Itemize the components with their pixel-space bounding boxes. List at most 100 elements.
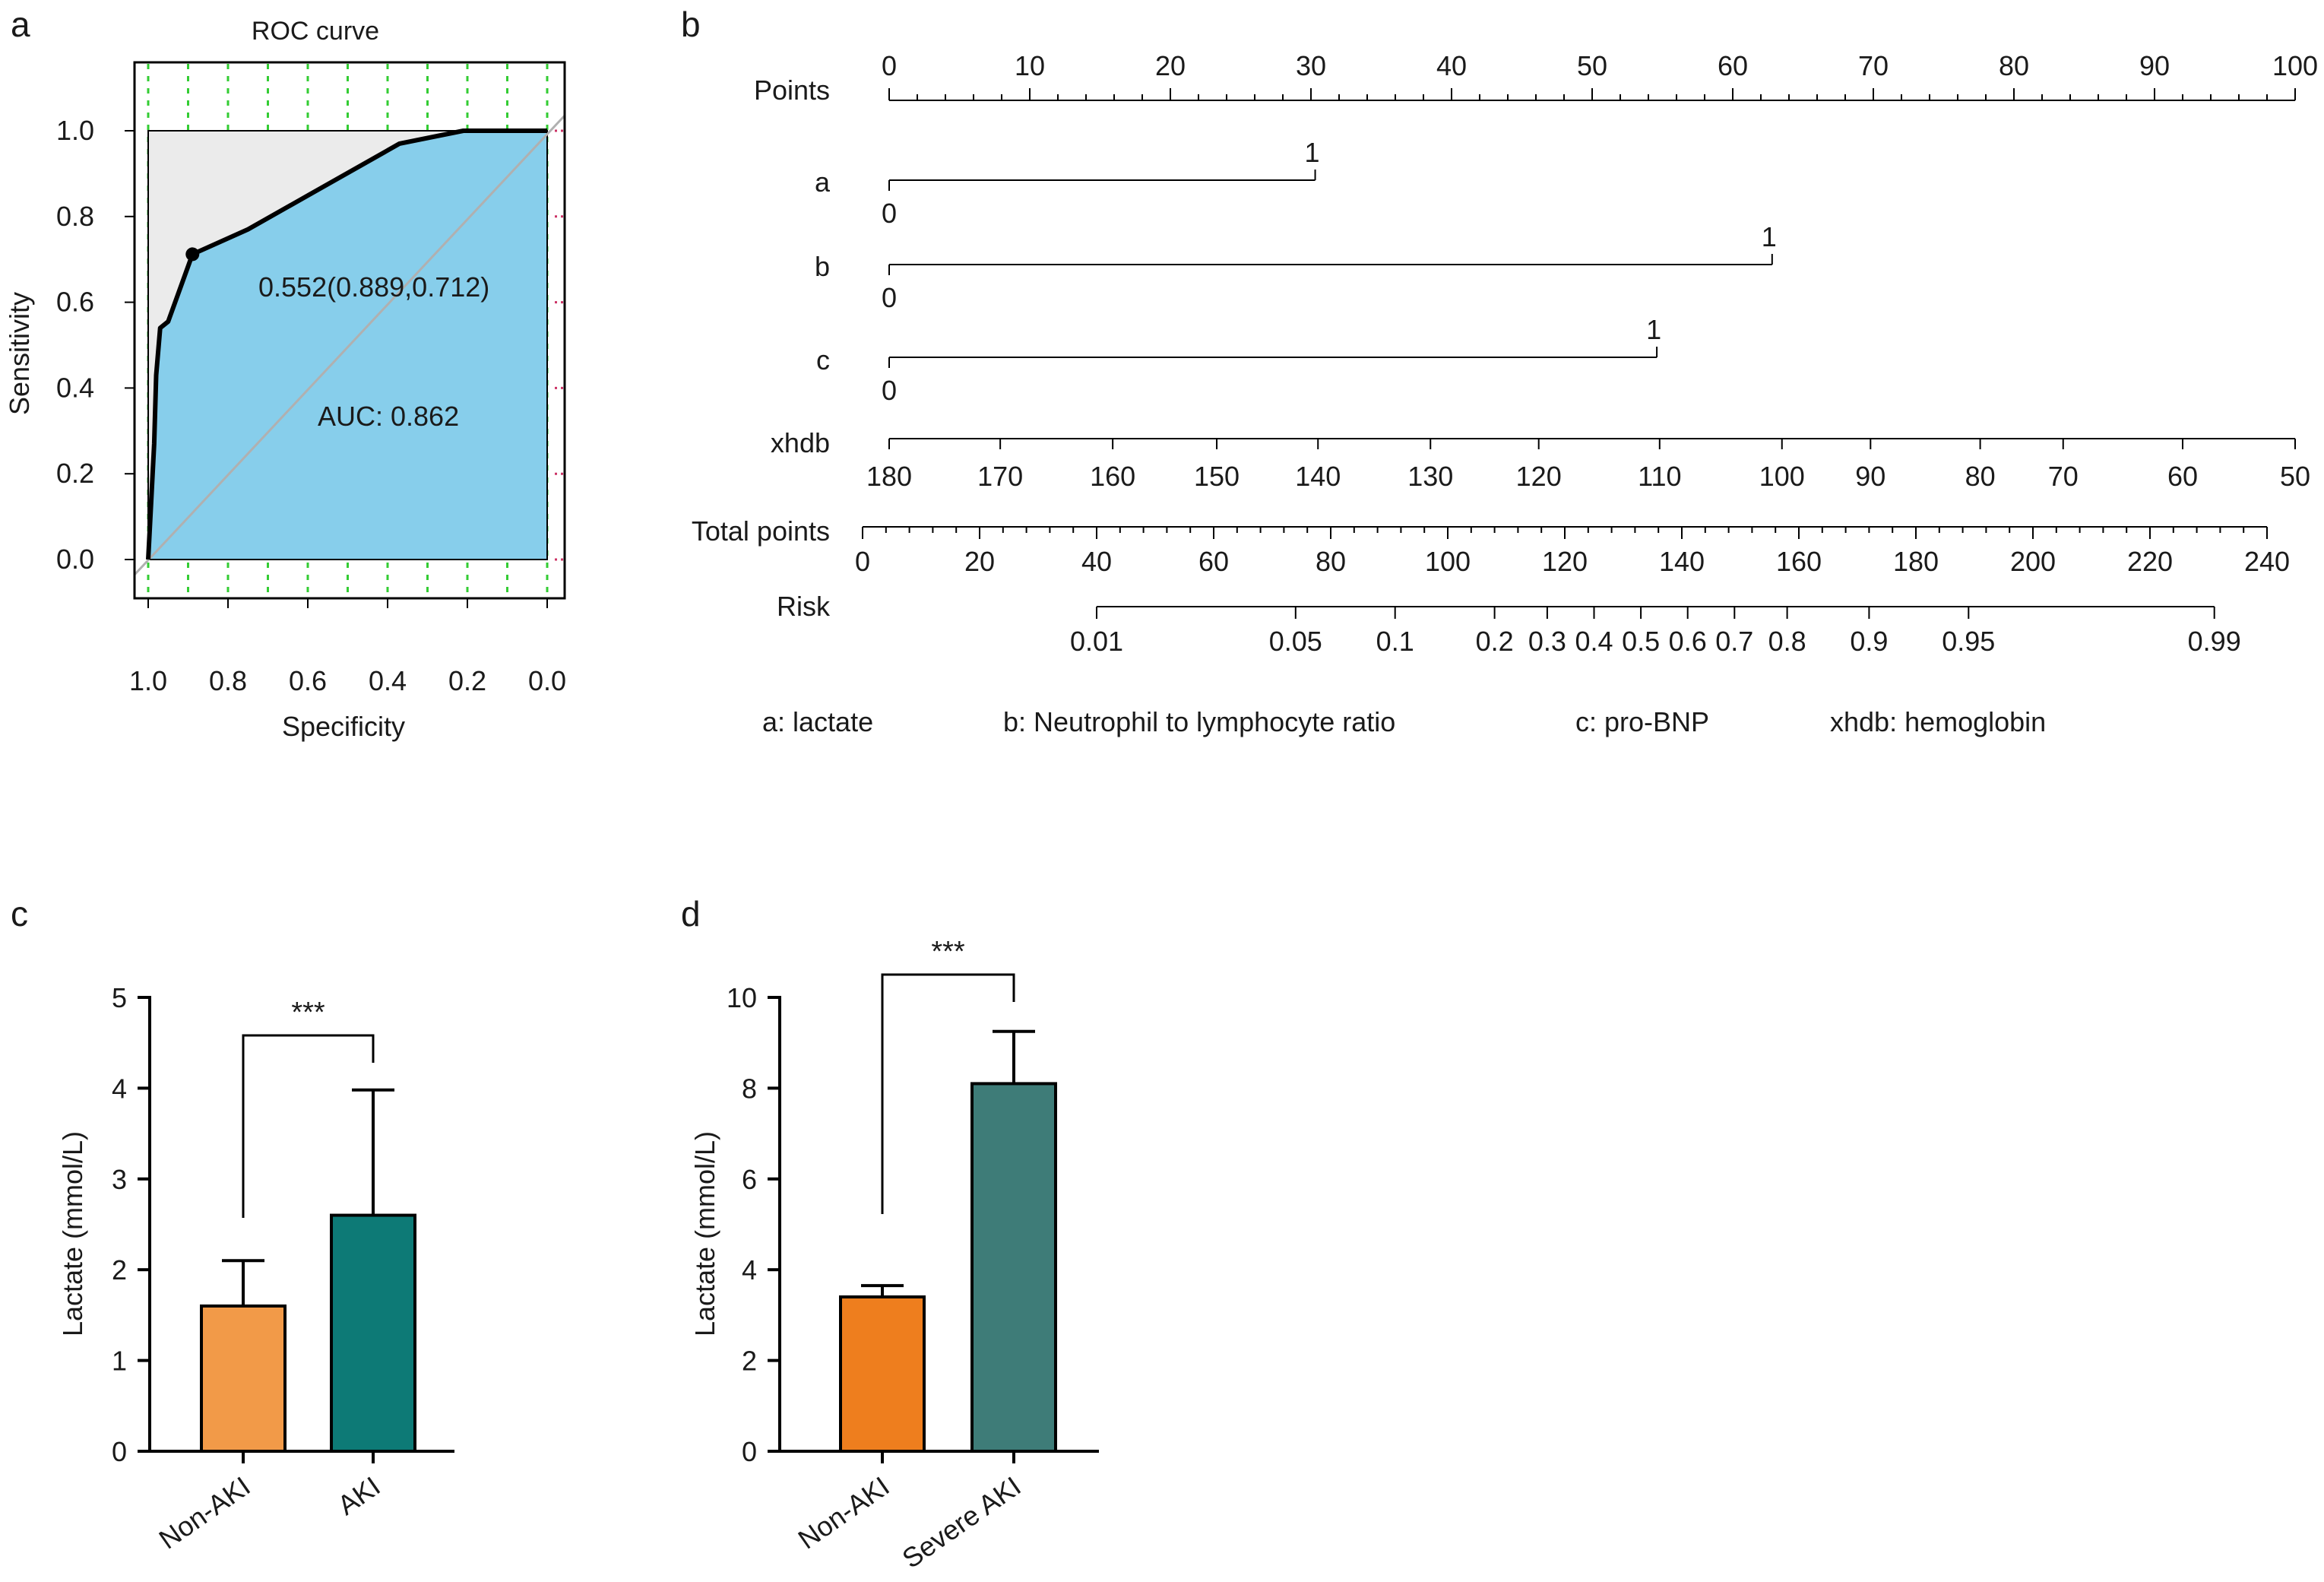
roc-plot-frame [133, 61, 566, 600]
nomo-total-tick-label: 240 [2244, 546, 2290, 577]
roc-x-tick-label: 1.0 [129, 665, 167, 696]
nomo-total-tick-label: 160 [1776, 546, 1822, 577]
roc-x-tick-label: 0.8 [209, 665, 247, 696]
nomo-var-c-label: c [816, 344, 830, 376]
nomo-legend-c: c: pro-BNP [1575, 706, 1709, 737]
nomo-legend-xhdb: xhdb: hemoglobin [1830, 706, 2046, 737]
nomo-xhdb-tick-label: 160 [1090, 461, 1135, 492]
nomo-total-points-axis: 0 20 40 60 80 100 120 140 160 180 200 220 240 [855, 526, 2290, 577]
nomo-risk-tick-label: 0.7 [1715, 626, 1753, 657]
nomo-var-high-label: 1 [1305, 137, 1320, 168]
bar-d-y-tick-label: 2 [742, 1346, 757, 1377]
nomo-xhdb-tick-label: 50 [2280, 461, 2310, 492]
bar-c-x-tick-label: AKI [332, 1470, 386, 1521]
bar-d-y-tick-label: 4 [742, 1254, 757, 1286]
nomo-var-low-label: 0 [882, 198, 897, 229]
roc-x-tick-label: 0.2 [448, 665, 486, 696]
roc-y-tick-label: 1.0 [56, 115, 94, 146]
roc-reference-diagonal [133, 114, 566, 576]
nomo-xhdb-tick-label: 150 [1194, 461, 1240, 492]
bar-d-bar-control [839, 1295, 926, 1454]
nomo-total-tick-label: 20 [964, 546, 995, 577]
nomo-var-b-axis: 01 [882, 221, 1777, 313]
nomo-legend-a: a: lactate [762, 706, 873, 737]
nomo-points-tick-label: 70 [1858, 50, 1889, 81]
bar-chart-d: Lactate (mmol/L) 0 2 4 6 8 10 Non-AKI Severe AK… [689, 936, 1099, 1574]
nomo-points-tick-label: 100 [2272, 50, 2318, 81]
nomo-xhdb-tick-label: 180 [866, 461, 912, 492]
roc-y-axis: 0.0 0.2 0.4 0.6 0.8 1.0 [56, 115, 135, 575]
nomo-xhdb-tick-label: 110 [1638, 461, 1681, 492]
bar-d-significance-label: *** [931, 936, 965, 968]
nomo-points-tick-label: 40 [1436, 50, 1467, 81]
bar-d-y-tick-label: 6 [742, 1164, 757, 1195]
roc-y-tick-label: 0.6 [56, 287, 94, 318]
nomo-var-high-label: 1 [1762, 221, 1777, 252]
roc-y-tick-label: 0.2 [56, 458, 94, 489]
nomo-points-tick-label: 20 [1155, 50, 1186, 81]
nomo-total-tick-label: 100 [1425, 546, 1471, 577]
panel-label-c: c [11, 894, 28, 934]
nomo-xhdb-tick-label: 120 [1516, 461, 1562, 492]
nomo-risk-tick-label: 0.5 [1622, 626, 1660, 657]
nomo-points-label: Points [754, 75, 830, 106]
nomo-var-a-label: a [815, 166, 831, 198]
nomo-risk-tick-label: 0.3 [1528, 626, 1566, 657]
roc-x-tick-label: 0.6 [289, 665, 327, 696]
nomo-points-tick-label: 60 [1718, 50, 1748, 81]
roc-y-tick-label: 0.0 [56, 544, 94, 575]
roc-best-point [185, 247, 200, 262]
roc-chart: ROC curve 1.0 0.8 0.6 0.4 0.2 0.0 0.00.20.40.… [4, 17, 566, 742]
nomo-risk-tick-label: 0.6 [1669, 626, 1707, 657]
bar-c-y-tick-label: 3 [112, 1164, 127, 1195]
bar-d-significance-bracket [881, 973, 1015, 1214]
bar-d-x-tick-label: Non-AKI [793, 1470, 895, 1555]
nomo-legend-b: b: Neutrophil to lymphocyte ratio [1003, 706, 1395, 737]
bar-c-y-tick-label: 2 [112, 1254, 127, 1286]
roc-auc-label: AUC: 0.862 [318, 401, 459, 432]
nomo-total-tick-label: 0 [855, 546, 870, 577]
nomo-var-low-label: 0 [882, 375, 897, 406]
nomo-risk-tick-label: 0.2 [1476, 626, 1514, 657]
bar-c-y-label: Lactate (mmol/L) [57, 1131, 88, 1336]
nomo-total-tick-label: 200 [2010, 546, 2056, 577]
nomo-total-tick-label: 40 [1081, 546, 1112, 577]
nomo-risk-tick-label: 0.1 [1376, 626, 1414, 657]
roc-x-tick-label: 0.4 [369, 665, 407, 696]
nomo-points-axis: 0 10 20 30 40 50 60 70 80 90 100 [882, 50, 2318, 101]
nomo-points-tick-label: 10 [1015, 50, 1045, 81]
panel-label-a: a [11, 5, 30, 44]
nomo-risk-tick-label: 0.8 [1768, 626, 1806, 657]
bar-d-y-tick-label: 0 [742, 1436, 757, 1467]
nomo-risk-tick-label: 0.9 [1850, 626, 1888, 657]
nomo-xhdb-label: xhdb [771, 427, 830, 458]
roc-curve-line [146, 128, 547, 560]
nomo-xhdb-tick-label: 170 [977, 461, 1023, 492]
nomo-xhdb-tick-label: 60 [2167, 461, 2198, 492]
bar-c-bar-control [200, 1304, 287, 1453]
nomo-total-tick-label: 120 [1542, 546, 1588, 577]
roc-x-axis: 1.0 0.8 0.6 0.4 0.2 0.0 [129, 598, 566, 696]
bar-c-x-tick-label: Non-AKI [154, 1470, 256, 1555]
nomo-xhdb-tick-label: 130 [1407, 461, 1453, 492]
nomo-xhdb-tick-label: 100 [1759, 461, 1805, 492]
bar-d-x-tick-label: Severe AKI [897, 1470, 1027, 1574]
bar-d-y-tick-label: 10 [727, 982, 757, 1013]
nomo-risk-tick-label: 0.99 [2188, 626, 2241, 657]
nomo-var-b-label: b [815, 251, 830, 282]
nomo-points-tick-label: 30 [1296, 50, 1326, 81]
nomo-risk-tick-label: 0.4 [1575, 626, 1613, 657]
nomo-total-tick-label: 220 [2127, 546, 2173, 577]
bar-d-y-tick-label: 8 [742, 1073, 757, 1104]
nomo-risk-tick-label: 0.95 [1942, 626, 1995, 657]
panel-label-d: d [681, 894, 701, 934]
nomo-risk-axis: 0.01 0.05 0.1 0.2 0.3 0.4 0.5 0.6 0.7 0.8 0.9 0.95 0… [1070, 606, 2241, 657]
nomo-xhdb-tick-label: 90 [1855, 461, 1885, 492]
bar-d-y-label: Lactate (mmol/L) [689, 1131, 720, 1336]
nomo-points-tick-label: 50 [1577, 50, 1607, 81]
nomo-risk-tick-label: 0.05 [1269, 626, 1322, 657]
nomo-xhdb-tick-label: 80 [1965, 461, 1996, 492]
roc-y-label: Sensitivity [4, 292, 35, 415]
bar-chart-c: Lactate (mmol/L) 0 1 2 3 4 5 Non-AKI AKI *** [57, 982, 454, 1555]
